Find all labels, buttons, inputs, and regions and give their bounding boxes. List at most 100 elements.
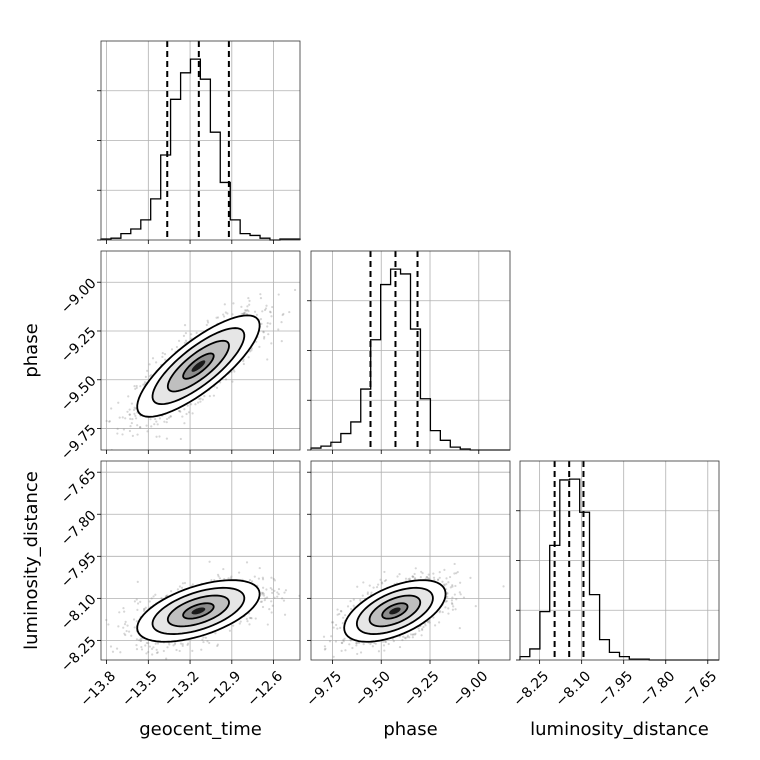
scatter-point xyxy=(173,643,177,646)
scatter-point xyxy=(370,591,373,594)
scatter-point xyxy=(139,637,142,640)
scatter-point xyxy=(184,332,188,335)
scatter-point xyxy=(155,648,158,651)
scatter-point xyxy=(459,581,462,584)
scatter-point xyxy=(136,424,139,427)
scatter-point xyxy=(147,650,150,654)
scatter-point xyxy=(133,385,136,388)
scatter-point xyxy=(181,644,184,647)
scatter-point xyxy=(224,378,228,381)
scatter-point xyxy=(280,320,283,324)
scatter-point xyxy=(357,641,361,644)
scatter-point xyxy=(261,576,264,579)
scatter-point xyxy=(168,643,171,646)
scatter-point xyxy=(344,614,347,617)
scatter-point xyxy=(247,310,250,313)
scatter-point xyxy=(352,604,355,607)
scatter-point xyxy=(273,589,276,592)
scatter-point xyxy=(117,625,120,628)
contour-1 xyxy=(166,594,230,628)
scatter-point xyxy=(414,632,417,635)
scatter-point xyxy=(253,310,257,313)
scatter-point xyxy=(140,648,144,651)
scatter-point xyxy=(340,649,343,652)
scatter-point xyxy=(408,577,411,580)
scatter-point xyxy=(425,575,429,579)
grid xyxy=(520,510,719,611)
scatter-panel-geocent_time-luminosity_distance xyxy=(97,460,301,664)
scatter-point xyxy=(322,635,326,638)
scatter-point xyxy=(448,575,452,579)
scatter-point xyxy=(133,626,136,629)
scatter-point xyxy=(204,636,207,639)
scatter-point xyxy=(150,647,154,651)
scatter-point xyxy=(264,307,268,310)
scatter-point xyxy=(265,304,268,307)
scatter-point xyxy=(144,606,147,609)
scatter-point xyxy=(260,591,264,594)
scatter-point xyxy=(222,567,225,571)
scatter-point xyxy=(342,639,345,642)
scatter-point xyxy=(366,592,369,596)
scatter-point xyxy=(122,606,125,610)
hist-panel-geocent_time xyxy=(97,40,301,244)
scatter-point xyxy=(164,358,167,361)
scatter-point xyxy=(128,408,131,411)
scatter-point xyxy=(242,358,245,361)
scatter-point xyxy=(249,616,253,620)
scatter-point xyxy=(262,331,265,334)
scatter-point xyxy=(263,308,267,312)
scatter-point xyxy=(270,600,273,603)
scatter-point xyxy=(383,649,386,652)
scatter-point xyxy=(150,374,153,377)
scatter-point xyxy=(135,638,139,641)
scatter-point xyxy=(242,312,245,316)
scatter-point xyxy=(105,419,108,423)
scatter-point xyxy=(443,583,446,586)
y-tick-label-luminosity_distance: −8.10 xyxy=(58,592,100,634)
scatter-point xyxy=(118,611,121,614)
scatter-point xyxy=(330,635,333,638)
contour-0 xyxy=(182,352,215,380)
y-axis-label-phase: phase xyxy=(21,323,42,377)
scatter-point xyxy=(181,643,184,646)
scatter-point xyxy=(250,617,253,620)
scatter-point xyxy=(154,417,157,421)
scatter-point xyxy=(381,640,385,643)
scatter-point xyxy=(191,412,194,415)
scatter-point xyxy=(243,311,246,314)
scatter-point xyxy=(177,409,181,413)
scatter-point xyxy=(105,618,108,622)
scatter-point xyxy=(136,608,139,611)
scatter-point xyxy=(445,577,448,580)
scatter-point xyxy=(276,591,279,594)
scatter-point xyxy=(383,570,386,574)
x-tick-label-phase: −9.00 xyxy=(450,668,492,710)
scatter-point xyxy=(264,597,267,600)
scatter-point xyxy=(449,586,452,589)
scatter-point xyxy=(330,621,334,624)
scatter-point xyxy=(269,586,272,590)
scatter-point xyxy=(270,611,273,614)
frame xyxy=(100,250,301,451)
scatter-point xyxy=(151,357,155,360)
scatter-point xyxy=(152,646,155,649)
scatter-point xyxy=(250,580,254,583)
density-core xyxy=(191,360,206,372)
x-tick-label-geocent_time: −12.9 xyxy=(203,668,245,710)
scatter-point xyxy=(253,575,256,578)
scatter-point xyxy=(373,641,376,644)
scatter-point xyxy=(342,616,345,619)
histogram-geocent_time xyxy=(100,58,301,241)
scatter-point xyxy=(255,313,258,316)
scatter-point xyxy=(148,600,151,603)
scatter-point xyxy=(187,411,191,414)
scatter-point xyxy=(156,651,159,654)
scatter-point xyxy=(172,644,175,647)
scatter-point xyxy=(422,625,425,629)
scatter-point xyxy=(130,634,133,637)
scatter-point xyxy=(158,417,162,420)
scatter-point xyxy=(134,387,137,391)
scatter-point xyxy=(271,305,274,309)
scatter-point xyxy=(283,591,286,594)
